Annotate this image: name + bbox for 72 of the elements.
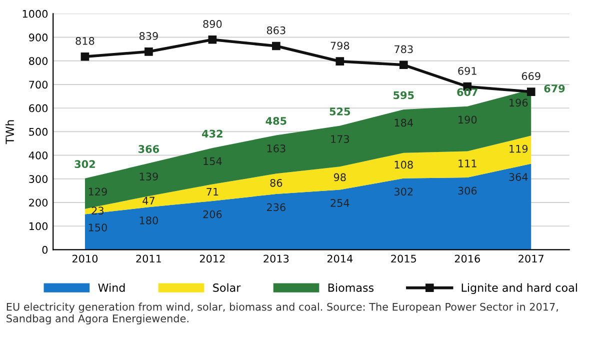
total-label: 432 xyxy=(202,130,222,138)
data-label: 98 xyxy=(334,173,346,182)
legend-label: Biomass xyxy=(328,283,374,292)
x-tick-label: 2014 xyxy=(327,254,353,263)
text: EU electricity generation from wind, solar, biomass and coal. Source: The European Power Sector in 2017, Sandbag and Agora Energiewende. xyxy=(6,302,558,324)
x-tick-label: 2016 xyxy=(454,254,480,263)
y-tick-label: 200 xyxy=(29,198,48,207)
y-tick-label: 300 xyxy=(29,175,48,183)
y-tick-label: 100 xyxy=(30,222,48,230)
total-label: 366 xyxy=(138,145,160,153)
total-label: 607 xyxy=(457,88,478,96)
y-tick-label: 700 xyxy=(29,80,48,89)
data-label: 184 xyxy=(394,118,413,127)
data-label: 691 xyxy=(458,66,476,75)
point xyxy=(399,60,408,70)
data-label: 783 xyxy=(394,45,413,54)
data-label: 150 xyxy=(88,224,107,232)
point xyxy=(144,48,153,56)
y-axis-title: TWh xyxy=(5,120,14,144)
data-label: 302 xyxy=(394,188,413,196)
y-tick-label: 800 xyxy=(29,57,48,65)
legend-label: Wind xyxy=(98,283,125,292)
x-tick-label: 2015 xyxy=(391,254,416,263)
data-label: 139 xyxy=(140,172,158,180)
data-label: 306 xyxy=(458,186,477,195)
data-label: 47 xyxy=(142,196,154,205)
data-label: 163 xyxy=(267,144,286,152)
data-label: 206 xyxy=(203,210,222,218)
data-label: 180 xyxy=(140,216,158,224)
point xyxy=(526,88,536,96)
data-label: 364 xyxy=(509,173,528,181)
data-label: 111 xyxy=(458,160,476,168)
data-label: 129 xyxy=(88,188,107,196)
x-tick-label: 2013 xyxy=(264,254,289,263)
y-tick-label: 900 xyxy=(29,34,48,42)
data-label: 236 xyxy=(266,203,286,212)
data-label: 86 xyxy=(270,178,282,187)
data-label: 890 xyxy=(203,20,222,28)
data-label: 818 xyxy=(76,37,94,45)
total-label: 485 xyxy=(266,116,286,125)
y-tick-label: 400 xyxy=(28,151,48,160)
x-tick-label: 2011 xyxy=(136,254,161,263)
data-label: 154 xyxy=(204,157,222,166)
data-label: 23 xyxy=(92,206,104,215)
y-tick-label: 1000 xyxy=(22,10,48,18)
total-label: 525 xyxy=(330,108,350,116)
point xyxy=(208,35,217,44)
x-tick-label: 2017 xyxy=(518,254,544,263)
data-label: 108 xyxy=(394,160,413,169)
data-label: 254 xyxy=(330,199,350,207)
total-label: 679 xyxy=(544,84,565,92)
data-label: 863 xyxy=(266,26,286,34)
x-tick-label: 2010 xyxy=(72,254,98,263)
y-tick-label: 0 xyxy=(42,246,48,254)
data-label: 798 xyxy=(330,42,350,50)
data-label: 839 xyxy=(139,32,158,40)
data-label: 196 xyxy=(510,98,528,107)
legend-label: Solar xyxy=(213,283,241,292)
total-label: 302 xyxy=(74,160,95,168)
total-label: 595 xyxy=(394,91,414,100)
y-tick-label: 600 xyxy=(29,104,48,112)
legend-label: Lignite and hard coal xyxy=(462,283,577,294)
x-tick-label: 2012 xyxy=(200,254,225,263)
data-label: 669 xyxy=(522,72,540,80)
data-label: 119 xyxy=(510,144,528,153)
y-tick-label: 500 xyxy=(29,128,48,136)
point xyxy=(80,52,90,61)
point xyxy=(336,57,344,66)
data-label: 173 xyxy=(331,135,350,143)
point xyxy=(272,42,280,50)
data-label: 190 xyxy=(458,116,477,124)
data-label: 71 xyxy=(206,188,218,196)
